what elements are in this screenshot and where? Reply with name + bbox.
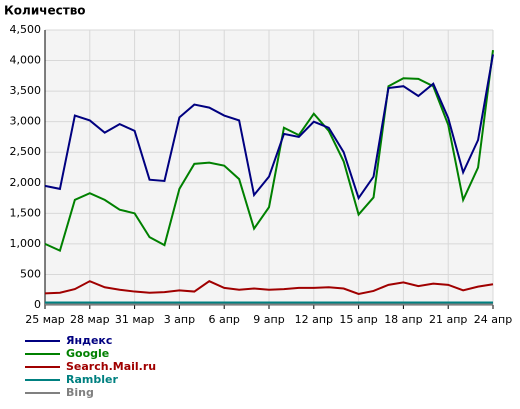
series-line [44,54,494,201]
x-tick-label: 21 апр [429,313,467,326]
x-tick-label: 9 апр [253,313,284,326]
y-tick-label: 4,000 [10,54,42,67]
y-tick-label: 2,000 [10,176,42,189]
x-tick-label: 25 мар [25,313,65,326]
legend-label: Bing [66,386,94,399]
x-tick-label: 18 апр [384,313,422,326]
x-tick-label: 28 мар [70,313,110,326]
chart-title: Количество [4,4,86,18]
x-tick-label: 6 апр [208,313,239,326]
series-line [44,280,494,296]
x-tick-label: 15 апр [339,313,377,326]
x-tick-label: 24 апр [474,313,512,326]
y-tick-label: 500 [20,267,41,280]
x-tick-label: 31 мар [115,313,155,326]
legend-label: Search.Mail.ru [66,360,156,373]
y-tick-label: 3,000 [10,115,42,128]
legend-label: Rambler [66,373,118,386]
x-tick-label: 3 апр [164,313,195,326]
y-tick-label: 4,500 [10,23,42,36]
series-line [44,50,494,252]
x-tick-label: 12 апр [295,313,333,326]
legend-label: Google [66,347,109,360]
y-tick-label: 3,500 [10,84,42,97]
legend-label: Яндекс [66,334,112,347]
y-tick-label: 1,000 [10,237,42,250]
y-tick-label: 0 [34,298,41,311]
y-tick-label: 2,500 [10,145,42,158]
y-tick-label: 1,500 [10,206,42,219]
